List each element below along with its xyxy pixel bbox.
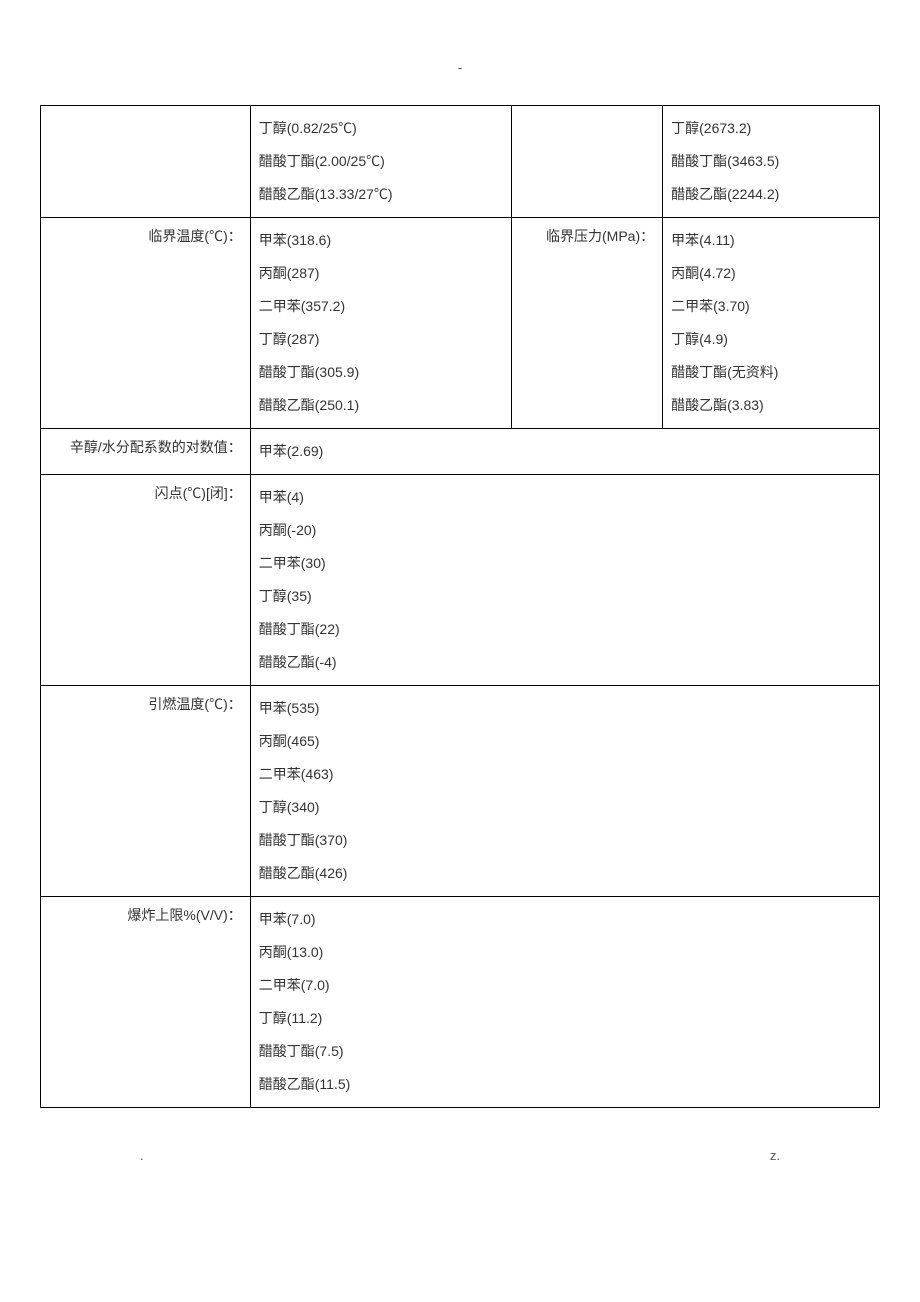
value-item: 丙酮(287) [259,257,503,290]
property-value: 甲苯(535)丙酮(465)二甲苯(463)丁醇(340)醋酸丁酯(370)醋酸… [250,686,879,897]
value-item: 醋酸丁酯(305.9) [259,356,503,389]
value-item: 丁醇(287) [259,323,503,356]
value-item: 甲苯(4.11) [671,224,871,257]
table-row: 丁醇(0.82/25℃)醋酸丁酯(2.00/25℃)醋酸乙酯(13.33/27℃… [41,106,880,218]
property-label: 引燃温度(℃)： [41,686,251,897]
value-item: 醋酸丁酯(无资料) [671,356,871,389]
value-item: 丙酮(13.0) [259,936,871,969]
table-row: 闪点(℃)[闭]：甲苯(4)丙酮(-20)二甲苯(30)丁醇(35)醋酸丁酯(2… [41,475,880,686]
value-item: 丙酮(465) [259,725,871,758]
page-header-dash: - [40,60,880,75]
property-label: 爆炸上限%(V/V)： [41,897,251,1108]
property-label [41,106,251,218]
value-item: 醋酸乙酯(3.83) [671,389,871,422]
property-value: 丁醇(2673.2)醋酸丁酯(3463.5)醋酸乙酯(2244.2) [663,106,880,218]
value-item: 醋酸丁酯(2.00/25℃) [259,145,503,178]
value-item: 醋酸乙酯(11.5) [259,1068,871,1101]
value-item: 丁醇(4.9) [671,323,871,356]
value-item: 醋酸乙酯(13.33/27℃) [259,178,503,211]
value-item: 二甲苯(463) [259,758,871,791]
table-row: 爆炸上限%(V/V)：甲苯(7.0)丙酮(13.0)二甲苯(7.0)丁醇(11.… [41,897,880,1108]
property-value: 甲苯(2.69) [250,429,879,475]
value-item: 丙酮(4.72) [671,257,871,290]
value-item: 甲苯(318.6) [259,224,503,257]
property-label: 临界温度(℃)： [41,218,251,429]
table-row: 辛醇/水分配系数的对数值：甲苯(2.69) [41,429,880,475]
value-item: 醋酸乙酯(-4) [259,646,871,679]
property-label [512,106,663,218]
property-label: 辛醇/水分配系数的对数值： [41,429,251,475]
value-item: 醋酸乙酯(426) [259,857,871,890]
value-item: 丙酮(-20) [259,514,871,547]
property-value: 甲苯(318.6)丙酮(287)二甲苯(357.2)丁醇(287)醋酸丁酯(30… [250,218,511,429]
properties-table: 丁醇(0.82/25℃)醋酸丁酯(2.00/25℃)醋酸乙酯(13.33/27℃… [40,105,880,1108]
property-value: 甲苯(7.0)丙酮(13.0)二甲苯(7.0)丁醇(11.2)醋酸丁酯(7.5)… [250,897,879,1108]
footer-left: . [140,1148,144,1163]
footer-right: z. [770,1148,780,1163]
property-value: 甲苯(4.11)丙酮(4.72)二甲苯(3.70)丁醇(4.9)醋酸丁酯(无资料… [663,218,880,429]
value-item: 二甲苯(30) [259,547,871,580]
value-item: 丁醇(11.2) [259,1002,871,1035]
value-item: 二甲苯(357.2) [259,290,503,323]
value-item: 甲苯(535) [259,692,871,725]
value-item: 丁醇(35) [259,580,871,613]
value-item: 甲苯(4) [259,481,871,514]
value-item: 醋酸丁酯(3463.5) [671,145,871,178]
value-item: 丁醇(340) [259,791,871,824]
value-item: 丁醇(2673.2) [671,112,871,145]
value-item: 二甲苯(7.0) [259,969,871,1002]
value-item: 醋酸丁酯(370) [259,824,871,857]
page-footer: . z. [40,1148,880,1163]
property-value: 甲苯(4)丙酮(-20)二甲苯(30)丁醇(35)醋酸丁酯(22)醋酸乙酯(-4… [250,475,879,686]
table-row: 临界温度(℃)：甲苯(318.6)丙酮(287)二甲苯(357.2)丁醇(287… [41,218,880,429]
value-item: 醋酸乙酯(250.1) [259,389,503,422]
value-item: 醋酸丁酯(22) [259,613,871,646]
property-value: 丁醇(0.82/25℃)醋酸丁酯(2.00/25℃)醋酸乙酯(13.33/27℃… [250,106,511,218]
property-label: 临界压力(MPa)： [512,218,663,429]
value-item: 甲苯(2.69) [259,435,871,468]
value-item: 二甲苯(3.70) [671,290,871,323]
value-item: 甲苯(7.0) [259,903,871,936]
property-label: 闪点(℃)[闭]： [41,475,251,686]
table-row: 引燃温度(℃)：甲苯(535)丙酮(465)二甲苯(463)丁醇(340)醋酸丁… [41,686,880,897]
value-item: 醋酸丁酯(7.5) [259,1035,871,1068]
value-item: 丁醇(0.82/25℃) [259,112,503,145]
value-item: 醋酸乙酯(2244.2) [671,178,871,211]
